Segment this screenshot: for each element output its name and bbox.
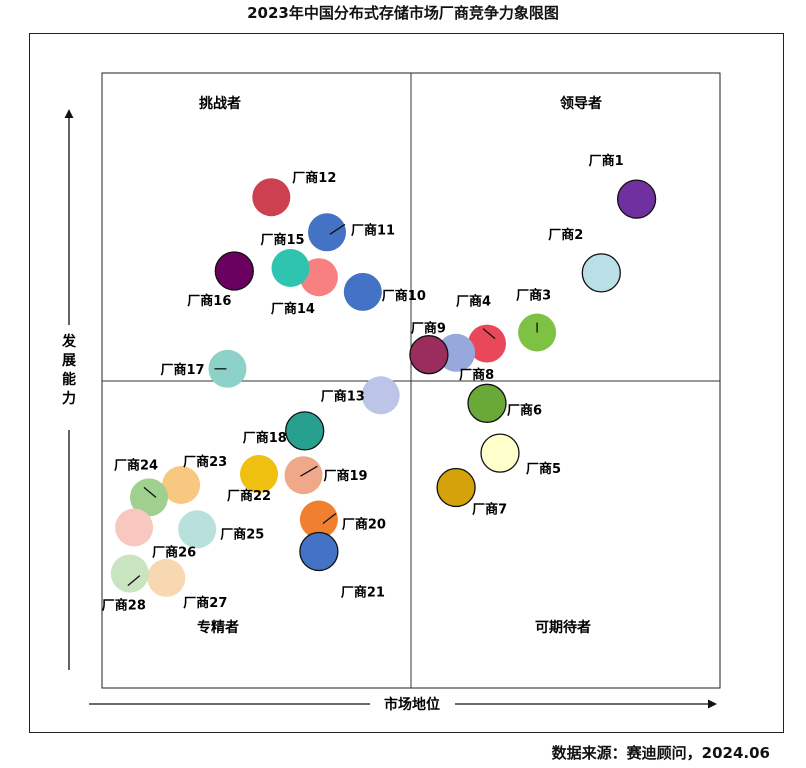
data-point-label: 厂商17 [161,362,205,378]
chart-title: 2023年中国分布式存储市场厂商竞争力象限图 [247,4,559,22]
data-point [299,531,339,572]
data-point [480,433,520,473]
data-point [162,466,201,504]
data-point [343,272,382,311]
data-point [271,249,310,287]
data-point [409,335,449,375]
data-point [308,213,346,252]
data-point-label: 厂商13 [321,388,365,404]
quadrant-label-bottom-left: 专精者 [197,619,239,636]
data-point-label: 厂商3 [516,288,551,304]
data-point-label: 厂商20 [342,517,386,533]
y-axis-label-char: 发 [61,333,77,350]
data-point-label: 厂商6 [507,402,542,418]
data-point-label: 厂商24 [114,457,158,473]
y-axis-label-char: 力 [62,390,76,407]
data-point-label: 厂商21 [341,585,385,601]
data-point-label: 厂商11 [351,222,395,238]
data-point-label: 厂商26 [152,545,196,561]
leader-line [482,328,496,340]
data-point-label: 厂商5 [526,461,561,477]
data-point-label: 厂商27 [183,595,227,611]
leader-line [300,465,318,477]
data-point-label: 厂商2 [548,227,583,243]
data-point [252,178,291,217]
data-point-label: 厂商22 [227,488,271,504]
data-point [178,510,217,549]
data-point [616,179,657,219]
data-point-label: 厂商12 [292,170,336,186]
data-point-label: 厂商18 [243,430,287,446]
data-point [130,478,168,517]
leader-line [127,575,141,587]
data-point [214,251,254,291]
leader-line [322,512,337,525]
data-point-label: 厂商9 [411,321,446,337]
data-point [115,508,154,547]
data-point [361,376,400,415]
chart-frame [29,33,784,733]
data-point-label: 厂商19 [324,468,368,484]
data-point [581,253,621,293]
data-point-label: 厂商16 [187,293,231,309]
source-note: 数据来源：赛迪顾问，2024.06 [551,744,770,762]
leader-line [143,486,157,498]
quadrant-label-top-right: 领导者 [560,95,602,112]
data-point-label: 厂商23 [183,454,227,470]
data-point-label: 厂商4 [456,294,491,310]
data-points: 厂商1 厂商2 厂商3 厂商4 厂商5 厂商6 厂商7 厂商8 厂商9 厂商10 厂商11 厂商12 厂… [102,153,657,614]
data-point [468,324,506,363]
data-point [436,467,476,508]
data-point [467,383,507,423]
data-point [284,456,323,495]
y-axis-label-char: 展 [62,353,76,369]
data-point-label: 厂商7 [472,502,507,518]
x-axis-label: 市场地位 [384,696,440,713]
data-point-label: 厂商8 [459,367,494,383]
data-point-label: 厂商14 [271,301,315,317]
data-point [285,411,325,451]
data-point-label: 厂商28 [102,598,146,614]
data-point-label: 厂商15 [261,232,305,248]
data-point [147,558,186,597]
y-axis-label-char: 能 [62,371,76,388]
data-point [240,455,278,493]
quadrant-label-top-left: 挑战者 [199,95,241,112]
data-point [110,554,149,593]
data-point [299,500,338,539]
leader-line [329,223,346,235]
data-point [208,349,247,388]
data-point-label: 厂商10 [382,288,426,304]
data-point-label: 厂商25 [220,526,264,542]
data-point-label: 厂商1 [589,153,624,169]
quadrant-label-bottom-right: 可期待者 [535,619,591,636]
